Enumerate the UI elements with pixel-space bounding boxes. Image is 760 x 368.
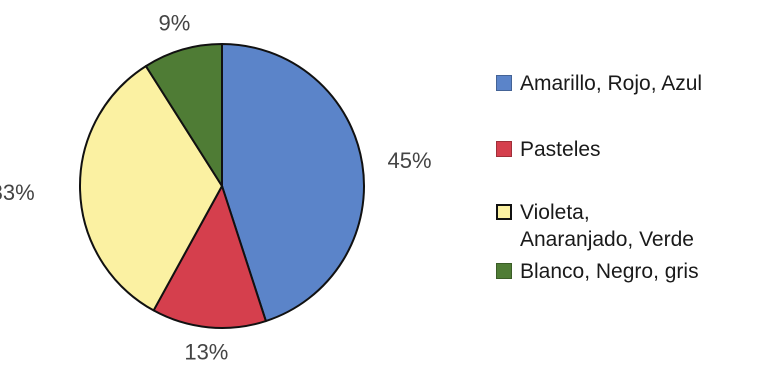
legend-item-pasteles: Pasteles <box>496 136 750 163</box>
pie-slice-1 <box>152 185 267 329</box>
legend-item-violeta-anaranjado-verde: Violeta, Anaranjado, Verde <box>496 199 750 253</box>
legend-swatch <box>496 141 512 157</box>
pie-slice-label-3: 9% <box>159 10 191 35</box>
legend-swatch <box>496 204 512 220</box>
pie-slice-3 <box>144 43 223 187</box>
legend-label: Blanco, Negro, gris <box>520 260 699 283</box>
pie-slice-label-1: 13% <box>184 339 228 364</box>
pie-slice-0 <box>221 43 365 323</box>
pie-slice-label-2: 33% <box>0 180 35 205</box>
legend-swatch <box>496 75 512 91</box>
pie-slice-label-0: 45% <box>387 148 431 173</box>
legend-item-blanco-negro-gris: Blanco, Negro, gris <box>496 258 750 285</box>
legend-swatch <box>496 263 512 279</box>
legend-label: Pasteles <box>520 138 601 161</box>
pie-slice-2 <box>79 65 223 312</box>
legend-item-amarillo-rojo-azul: Amarillo, Rojo, Azul <box>496 70 750 97</box>
legend-label: Violeta, Anaranjado, Verde <box>520 201 694 251</box>
legend-label: Amarillo, Rojo, Azul <box>520 72 703 95</box>
